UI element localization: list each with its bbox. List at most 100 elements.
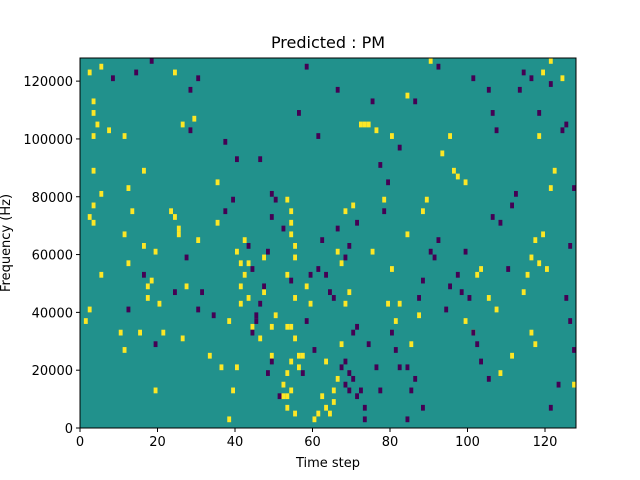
heatmap-cell-low: [223, 208, 228, 215]
heatmap-cell-high: [258, 335, 263, 342]
heatmap-cell-high: [231, 387, 235, 394]
heatmap-cell-high: [370, 248, 375, 255]
x-tick-label: 20: [149, 435, 166, 450]
heatmap-cell-high: [335, 248, 340, 255]
x-axis: 0 20 40 60 80 100 120: [76, 428, 557, 450]
heatmap-cell-low: [331, 295, 336, 301]
heatmap-cell-high: [331, 399, 336, 405]
heatmap-cell-high: [452, 167, 456, 174]
heatmap-cell-high: [331, 387, 336, 394]
heatmap-cell-high: [99, 190, 104, 197]
heatmap-cell-high: [393, 318, 398, 324]
heatmap-cell-high: [246, 295, 251, 301]
heatmap-cell-low: [196, 306, 201, 313]
heatmap-cell-low: [266, 370, 270, 376]
heatmap-cell-high: [498, 370, 503, 376]
heatmap-cell-high: [173, 69, 177, 76]
heatmap-cell-low: [475, 341, 480, 348]
heatmap-cell-high: [273, 312, 278, 319]
heatmap-cell-low: [370, 98, 375, 105]
heatmap-cell-low: [304, 63, 309, 70]
heatmap-cell-low: [254, 318, 259, 324]
heatmap-cell-high: [293, 254, 297, 261]
heatmap-cell-low: [355, 323, 359, 330]
heatmap-cell-high: [390, 266, 394, 272]
heatmap-cell-low: [572, 185, 576, 191]
heatmap-cell-high: [118, 329, 123, 336]
x-tick-label: 0: [76, 435, 84, 450]
heatmap-cell-low: [490, 214, 495, 220]
heatmap-cell-low: [537, 110, 542, 116]
heatmap-cell-high: [455, 173, 460, 180]
heatmap-cell-high: [173, 214, 177, 220]
heatmap-cell-high: [405, 231, 410, 238]
heatmap-cell-high: [343, 208, 348, 215]
heatmap-cell-low: [393, 347, 398, 353]
heatmap-cell-low: [510, 202, 514, 209]
heatmap-cell-low: [436, 237, 441, 243]
heatmap-cell-high: [238, 260, 243, 267]
heatmap-cell-low: [308, 271, 313, 278]
heatmap-cell-low: [351, 375, 356, 382]
y-axis: 0 20000 40000 60000 80000 100000 120000: [23, 75, 80, 437]
heatmap-cell-low: [173, 289, 177, 296]
heatmap-cell-low: [289, 277, 294, 284]
heatmap-cell-high: [269, 352, 274, 359]
heatmap-cell-high: [196, 237, 201, 243]
heatmap-cell-low: [347, 243, 352, 249]
heatmap-cell-low: [134, 69, 139, 76]
heatmap-cell-low: [269, 190, 274, 197]
heatmap-cell-low: [281, 225, 286, 232]
heatmap-cell-high: [142, 243, 146, 249]
heatmap-cell-high: [529, 254, 534, 261]
plot-frame: [79, 57, 577, 429]
heatmap-cell-low: [324, 271, 328, 278]
heatmap-cell-high: [339, 341, 344, 348]
heatmap-cell-low: [223, 138, 228, 145]
heatmap-cell-low: [359, 387, 363, 394]
heatmap-cell-high: [417, 312, 421, 319]
heatmap-cell-high: [421, 208, 425, 215]
heatmap-cell-low: [355, 219, 359, 226]
heatmap-cell-low: [444, 306, 449, 313]
heatmap-cell-high: [359, 121, 363, 128]
heatmap-cell-high: [87, 214, 92, 220]
heatmap-cell-low: [390, 329, 394, 336]
heatmap-cell-low: [316, 266, 321, 272]
heatmap-cell-low: [405, 416, 410, 423]
heatmap-cell-high: [463, 179, 468, 186]
heatmap-cell-high: [285, 370, 290, 376]
heatmap-cell-low: [421, 277, 425, 284]
heatmap-cell-low: [258, 300, 263, 307]
heatmap-cell-high: [548, 58, 553, 64]
x-tick-label: 40: [227, 435, 244, 450]
heatmap-cell-low: [471, 75, 476, 82]
heatmap-cell-low: [529, 75, 534, 82]
heatmap-cell-low: [479, 358, 483, 365]
heatmap-cell-low: [184, 254, 189, 261]
heatmap-cell-high: [242, 271, 247, 278]
x-axis-label: Time step: [295, 456, 360, 471]
heatmap-cell-high: [95, 121, 100, 128]
heatmap-cell-high: [289, 358, 294, 365]
y-tick-label: 40000: [32, 306, 73, 321]
heatmap-cell-high: [246, 260, 251, 267]
heatmap-cell-low: [335, 225, 340, 232]
heatmap-cell-high: [184, 283, 189, 290]
heatmap-cell-low: [266, 248, 270, 255]
heatmap-cell-high: [541, 69, 545, 76]
heatmap-cell-high: [374, 127, 379, 134]
heatmap-cell-low: [320, 237, 325, 243]
heatmap-cell-high: [463, 318, 468, 324]
heatmap-cell-high: [351, 202, 356, 209]
heatmap-cell-high: [153, 387, 158, 394]
heatmap-cell-high: [382, 196, 387, 203]
heatmap-cell-high: [142, 167, 146, 174]
heatmap-cell-low: [405, 364, 410, 371]
heatmap-cell-high: [479, 266, 483, 272]
heatmap-cell-low: [471, 329, 476, 336]
heatmap-cell-low: [428, 248, 433, 255]
heatmap-cell-high: [289, 208, 294, 215]
heatmap-cell-low: [269, 358, 274, 365]
heatmap-cell-low: [548, 404, 553, 411]
